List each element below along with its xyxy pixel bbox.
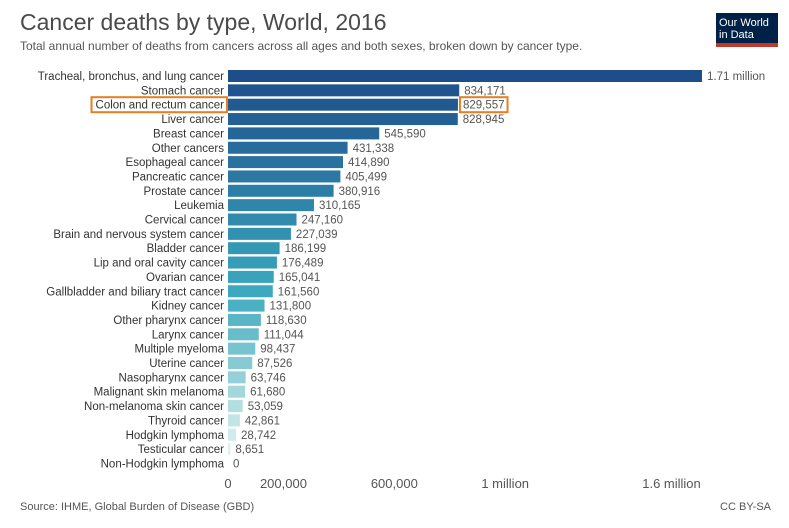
value-label: 53,059 [248,401,283,413]
x-tick-label: 0 [224,476,231,491]
value-label: 310,165 [319,200,361,212]
category-label: Larynx cancer [152,329,224,341]
category-label: Other pharynx cancer [113,315,224,327]
category-label: Prostate cancer [143,186,224,198]
category-label: Breast cancer [153,128,224,140]
bar[interactable] [228,170,341,183]
bar[interactable] [228,428,236,441]
value-label: 829,557 [463,100,505,112]
category-label: Thyroid cancer [148,415,224,427]
bar[interactable] [228,270,274,283]
value-label: 431,338 [353,143,395,155]
value-label: 545,590 [384,128,426,140]
chart-title: Cancer deaths by type, World, 2016 [20,9,387,35]
bar[interactable] [228,127,380,140]
value-label: 161,560 [278,286,320,298]
value-label: 247,160 [302,215,344,227]
value-label: 1.71 million [707,71,765,83]
bar[interactable] [228,213,297,226]
value-label: 176,489 [282,258,324,270]
bar[interactable] [228,299,265,312]
value-label: 414,890 [348,157,390,169]
bar[interactable] [228,357,253,369]
source-note: Source: IHME, Global Burden of Disease (… [20,501,255,513]
category-label: Multiple myeloma [135,344,225,356]
bar[interactable] [228,414,240,427]
value-label: 111,044 [264,329,304,341]
bar[interactable] [228,443,231,456]
category-label: Colon and rectum cancer [96,100,225,112]
value-label: 98,437 [260,344,295,356]
bar[interactable] [228,371,246,384]
category-label: Non-melanoma skin cancer [84,401,224,413]
bar[interactable] [228,70,702,82]
x-tick-label: 1.6 million [642,476,701,491]
logo-line-2: in Data [719,29,754,41]
category-label: Esophageal cancer [126,157,225,169]
value-label: 42,861 [245,415,280,427]
value-label: 0 [233,458,239,470]
bar[interactable] [228,199,314,212]
category-label: Kidney cancer [151,301,224,313]
bar[interactable] [228,313,261,326]
category-label: Liver cancer [161,114,224,126]
value-label: 834,171 [464,85,506,97]
category-label: Cervical cancer [145,215,224,227]
value-label: 131,800 [270,301,312,313]
x-tick-label: 200,000 [260,476,307,491]
bar[interactable] [228,328,259,341]
bar[interactable] [228,385,246,398]
value-label: 8,651 [235,444,264,456]
value-label: 118,630 [266,315,307,327]
logo-accent-bar [716,43,778,47]
bar[interactable] [228,242,280,255]
value-label: 380,916 [339,186,381,198]
bar[interactable] [228,141,348,154]
value-label: 186,199 [285,243,327,255]
owid-logo[interactable]: Our World in Data [716,13,778,47]
bar[interactable] [228,98,458,111]
license-label[interactable]: CC BY-SA [720,501,771,513]
category-label: Malignant skin melanoma [94,387,225,399]
category-label: Leukemia [174,200,224,212]
x-tick-label: 600,000 [371,476,418,491]
category-label: Nasopharynx cancer [119,372,225,384]
value-label: 828,945 [463,114,505,126]
highlight-box-label [90,96,228,114]
x-tick-label: 1 million [481,476,529,491]
category-label: Other cancers [152,143,224,155]
category-label: Lip and oral cavity cancer [94,258,225,270]
value-label: 63,746 [251,372,286,384]
category-label: Stomach cancer [141,85,224,97]
highlight-box-value [458,96,509,114]
category-label: Bladder cancer [147,243,225,255]
bar[interactable] [228,400,243,413]
value-label: 61,680 [250,387,285,399]
value-label: 227,039 [296,229,338,241]
chart-subtitle: Total annual number of deaths from cance… [20,39,583,53]
category-label: Tracheal, bronchus, and lung cancer [38,71,224,83]
category-label: Non-Hodgkin lymphoma [101,458,225,470]
category-label: Pancreatic cancer [132,171,224,183]
category-label: Ovarian cancer [146,272,224,284]
value-label: 405,499 [345,171,387,183]
bar[interactable] [228,113,458,126]
value-label: 87,526 [257,358,292,370]
logo-line-1: Our World [719,17,769,29]
category-label: Testicular cancer [138,444,224,456]
category-label: Hodgkin lymphoma [126,430,225,442]
category-label: Uterine cancer [149,358,224,370]
value-label: 165,041 [279,272,321,284]
bar[interactable] [228,285,273,298]
bar[interactable] [228,156,344,169]
bar[interactable] [228,227,291,240]
bar[interactable] [228,256,277,269]
bar[interactable] [228,184,334,197]
category-label: Brain and nervous system cancer [53,229,224,241]
bar[interactable] [228,84,460,97]
bar[interactable] [228,342,256,355]
category-label: Gallbladder and biliary tract cancer [46,286,224,298]
value-label: 28,742 [241,430,276,442]
